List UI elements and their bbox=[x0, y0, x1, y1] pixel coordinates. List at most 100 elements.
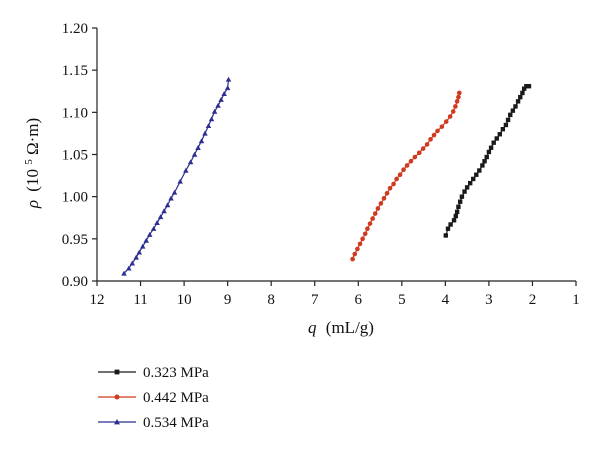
legend-item: 0.534 MPa bbox=[98, 415, 209, 431]
data-point bbox=[164, 202, 171, 208]
x-tick-label: 3 bbox=[485, 292, 493, 308]
x-axis-label: q (mL/g) bbox=[308, 318, 374, 337]
data-point bbox=[191, 151, 198, 157]
y-axis-unit-exponent: 5 bbox=[23, 159, 35, 165]
data-point bbox=[139, 243, 146, 249]
data-point bbox=[526, 83, 532, 89]
data-point bbox=[126, 265, 132, 271]
data-point bbox=[365, 226, 370, 232]
legend-marker bbox=[114, 369, 120, 375]
data-point bbox=[424, 142, 430, 147]
data-point bbox=[482, 159, 487, 164]
data-point bbox=[484, 154, 489, 160]
x-tick-label: 11 bbox=[133, 292, 147, 308]
y-tick-label: 1.05 bbox=[62, 148, 88, 164]
data-point bbox=[150, 225, 157, 231]
data-point bbox=[443, 119, 449, 124]
x-tick-label: 8 bbox=[267, 292, 275, 308]
x-tick-label: 12 bbox=[90, 292, 105, 308]
data-point bbox=[211, 108, 218, 114]
data-point bbox=[157, 214, 164, 220]
data-point bbox=[397, 172, 403, 178]
x-axis-unit: (mL/g) bbox=[326, 318, 374, 337]
x-tick-label: 6 bbox=[355, 292, 363, 308]
x-tick-label: 4 bbox=[442, 292, 450, 308]
y-tick-label: 0.90 bbox=[62, 274, 88, 290]
data-point bbox=[464, 185, 470, 190]
data-point bbox=[459, 194, 465, 199]
data-point bbox=[435, 128, 440, 134]
data-point bbox=[521, 86, 527, 91]
y-ticks: 0.90 0.95 1.00 1.05 1.10 1.15 1.20 bbox=[62, 21, 97, 290]
data-point bbox=[447, 114, 453, 119]
data-point bbox=[129, 260, 136, 266]
data-point bbox=[401, 167, 406, 172]
data-point bbox=[352, 251, 358, 257]
series-layer bbox=[121, 76, 532, 276]
data-point bbox=[378, 201, 384, 206]
data-point bbox=[524, 83, 529, 89]
series-circle bbox=[350, 90, 462, 262]
data-point bbox=[215, 102, 221, 108]
data-point bbox=[224, 85, 231, 91]
data-point bbox=[471, 176, 476, 182]
data-point bbox=[198, 138, 205, 144]
data-point bbox=[520, 90, 525, 96]
data-point bbox=[143, 237, 149, 243]
x-tick-label: 1 bbox=[572, 292, 580, 308]
data-point bbox=[508, 112, 513, 118]
legend-item: 0.442 MPa bbox=[98, 390, 209, 406]
y-tick-label: 1.20 bbox=[62, 21, 88, 37]
data-point bbox=[474, 172, 479, 177]
data-point bbox=[439, 124, 445, 129]
data-point bbox=[225, 76, 232, 82]
data-point bbox=[381, 196, 387, 201]
y-axis-unit-close: Ω·m) bbox=[23, 118, 42, 155]
y-tick-label: 1.10 bbox=[62, 105, 88, 121]
data-point bbox=[362, 231, 368, 237]
data-point bbox=[467, 180, 473, 186]
data-point bbox=[477, 168, 482, 173]
x-tick-label: 10 bbox=[177, 292, 192, 308]
data-point bbox=[456, 90, 462, 96]
data-point bbox=[480, 163, 485, 168]
data-point bbox=[408, 158, 414, 164]
legend-marker bbox=[114, 419, 120, 425]
data-point bbox=[515, 99, 521, 104]
data-point bbox=[355, 246, 360, 252]
data-point bbox=[497, 132, 502, 137]
legend-label: 0.442 MPa bbox=[143, 390, 209, 406]
data-point bbox=[367, 221, 373, 226]
legend: 0.323 MPa 0.442 MPa 0.534 MPa bbox=[98, 365, 209, 431]
data-point bbox=[168, 195, 174, 201]
data-point bbox=[503, 122, 509, 128]
data-point bbox=[161, 208, 167, 214]
data-point bbox=[491, 140, 496, 145]
data-point bbox=[451, 218, 457, 223]
data-point bbox=[154, 220, 160, 226]
data-point bbox=[454, 209, 460, 215]
data-point bbox=[218, 96, 224, 102]
data-point bbox=[202, 130, 208, 136]
data-point bbox=[205, 123, 212, 129]
data-point bbox=[391, 181, 396, 187]
data-point bbox=[448, 222, 453, 227]
y-axis-unit-open: (10 bbox=[23, 169, 42, 192]
data-point bbox=[443, 233, 448, 238]
x-tick-label: 2 bbox=[529, 292, 537, 308]
data-point bbox=[450, 109, 456, 114]
data-point bbox=[420, 146, 426, 151]
data-point bbox=[445, 226, 451, 231]
x-tick-label: 5 bbox=[398, 292, 406, 308]
data-point bbox=[486, 149, 492, 155]
data-point bbox=[453, 213, 459, 219]
data-point bbox=[505, 117, 511, 123]
x-tick-label: 7 bbox=[311, 292, 319, 308]
data-point bbox=[357, 241, 363, 247]
legend-marker bbox=[114, 394, 120, 400]
x-ticks: 12 11 10 9 8 7 6 5 4 3 2 1 bbox=[90, 281, 580, 308]
y-tick-label: 1.00 bbox=[62, 190, 88, 206]
data-point bbox=[208, 116, 215, 122]
data-point bbox=[456, 94, 461, 100]
plot-area: 12 11 10 9 8 7 6 5 4 3 2 1 0.90 0.95 1.00 1.05 1.10 1.15… bbox=[62, 21, 580, 308]
